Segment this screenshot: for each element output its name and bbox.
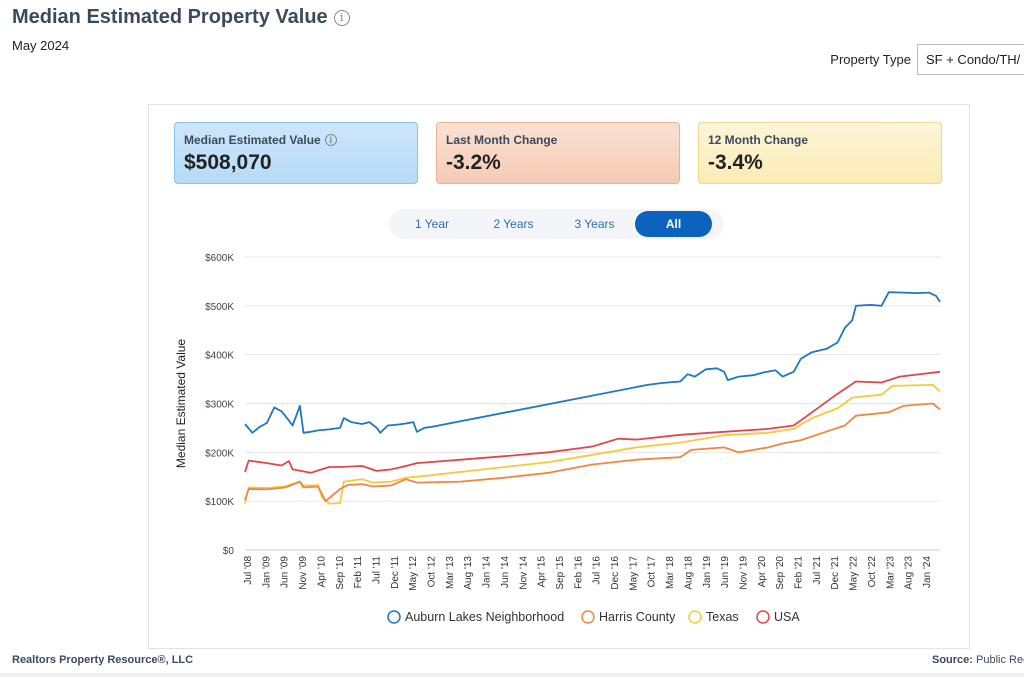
range-2-years-button[interactable]: 2 Years xyxy=(493,217,534,231)
x-tick-label: Dec '11 xyxy=(390,556,401,589)
x-tick-label: Jul '11 xyxy=(371,556,382,584)
median-value-label-row: Median Estimated Value i xyxy=(184,133,408,147)
time-range-selector: 1 Year 2 Years 3 Years All xyxy=(389,209,724,239)
x-tick-label: Apr '20 xyxy=(757,556,768,588)
x-tick-label: Jul '21 xyxy=(812,556,823,585)
title-row: Median Estimated Property Value i xyxy=(12,6,350,29)
x-tick-label: May '22 xyxy=(849,556,860,591)
x-tick-label: Jan '19 xyxy=(702,556,713,588)
page-subtitle: May 2024 xyxy=(12,38,70,53)
x-tick-label: Jun '09 xyxy=(280,556,291,588)
twelve-month-change-card: 12 Month Change -3.4% xyxy=(698,122,942,184)
series-line xyxy=(244,402,941,503)
twelve-month-change-label: 12 Month Change xyxy=(708,133,809,147)
legend-label: Texas xyxy=(706,610,739,624)
median-value-label: Median Estimated Value xyxy=(184,133,321,147)
x-tick-label: Apr '10 xyxy=(316,556,327,588)
x-tick-label: Oct '17 xyxy=(647,556,658,588)
legend-marker xyxy=(756,610,770,624)
x-tick-label: Dec '16 xyxy=(610,556,621,590)
x-tick-label: Jul '08 xyxy=(243,556,254,585)
x-tick-label: Oct '22 xyxy=(867,556,878,588)
legend-label: Harris County xyxy=(599,610,676,624)
x-tick-label: Feb '21 xyxy=(794,556,805,589)
x-tick-label: Apr '15 xyxy=(537,556,548,588)
x-tick-label: Aug '13 xyxy=(463,556,474,590)
x-tick-label: Jan '14 xyxy=(482,556,493,588)
series-line xyxy=(244,291,941,434)
chart-panel: Median Estimated Value i $508,070 Last M… xyxy=(148,104,970,649)
y-tick-label: $200K xyxy=(205,448,234,459)
footer-copyright: Realtors Property Resource®, LLC xyxy=(12,654,194,666)
x-tick-label: Sep '10 xyxy=(335,556,346,590)
legend-marker xyxy=(581,610,595,624)
y-tick-label: $0 xyxy=(223,546,235,557)
x-tick-label: Mar '23 xyxy=(885,556,896,589)
y-tick-label: $400K xyxy=(205,351,234,362)
x-tick-label: Nov '14 xyxy=(518,556,529,590)
x-tick-label: Feb '11 xyxy=(353,556,364,589)
x-tick-label: Mar '13 xyxy=(445,556,456,589)
footer-source-label: Source: xyxy=(932,654,973,666)
legend-label: USA xyxy=(774,610,800,624)
footer-source-value: Public Records xyxy=(976,654,1024,666)
median-value-card: Median Estimated Value i $508,070 xyxy=(174,122,418,184)
property-type-label: Property Type xyxy=(830,52,911,67)
last-month-change-value: -3.2% xyxy=(446,151,501,174)
footer-source: Source: Public Records xyxy=(932,654,1024,666)
x-tick-label: Sep '20 xyxy=(775,556,786,590)
y-tick-label: $600K xyxy=(205,253,234,264)
x-tick-label: Jun '14 xyxy=(500,556,511,588)
x-tick-label: Mar '18 xyxy=(665,556,676,589)
x-tick-label: Aug '18 xyxy=(683,556,694,590)
bottom-divider xyxy=(0,673,1024,677)
info-icon[interactable]: i xyxy=(333,9,350,26)
series-line xyxy=(244,370,941,474)
twelve-month-change-value: -3.4% xyxy=(708,151,763,174)
median-value: $508,070 xyxy=(184,151,272,174)
page-title: Median Estimated Property Value xyxy=(12,6,328,28)
x-tick-label: Jul '16 xyxy=(592,556,603,585)
range-1-year-button[interactable]: 1 Year xyxy=(414,217,450,231)
x-tick-label: Nov '09 xyxy=(298,556,309,590)
y-axis-label: Median Estimated Value xyxy=(174,339,188,469)
x-tick-label: May '17 xyxy=(628,556,639,591)
y-tick-label: $300K xyxy=(205,400,234,411)
x-tick-label: Aug '23 xyxy=(904,556,915,590)
x-tick-label: Jan '09 xyxy=(261,556,272,588)
x-tick-label: Jan '24 xyxy=(922,556,933,588)
legend-marker xyxy=(387,610,401,624)
x-tick-label: Jun '19 xyxy=(720,556,731,588)
x-tick-label: Oct '12 xyxy=(427,556,438,588)
property-type-select[interactable]: SF + Condo/TH/ xyxy=(917,44,1024,75)
x-tick-label: Feb '16 xyxy=(573,556,584,589)
y-tick-label: $100K xyxy=(205,497,234,508)
x-tick-label: Sep '15 xyxy=(555,556,566,590)
x-tick-label: Nov '19 xyxy=(738,556,749,590)
last-month-change-label: Last Month Change xyxy=(446,133,558,147)
legend-label: Auburn Lakes Neighborhood xyxy=(405,610,564,624)
legend-marker xyxy=(688,610,702,624)
x-tick-label: Dec '21 xyxy=(830,556,841,590)
range-3-years-button[interactable]: 3 Years xyxy=(574,217,615,231)
y-tick-label: $500K xyxy=(205,302,234,313)
series-line xyxy=(244,384,941,505)
range-all-button[interactable]: All xyxy=(635,211,712,237)
last-month-change-card: Last Month Change -3.2% xyxy=(436,122,680,184)
info-icon[interactable]: i xyxy=(324,134,337,146)
x-tick-label: May '12 xyxy=(408,556,419,591)
property-type-filter: Property Type SF + Condo/TH/ xyxy=(830,44,1024,75)
